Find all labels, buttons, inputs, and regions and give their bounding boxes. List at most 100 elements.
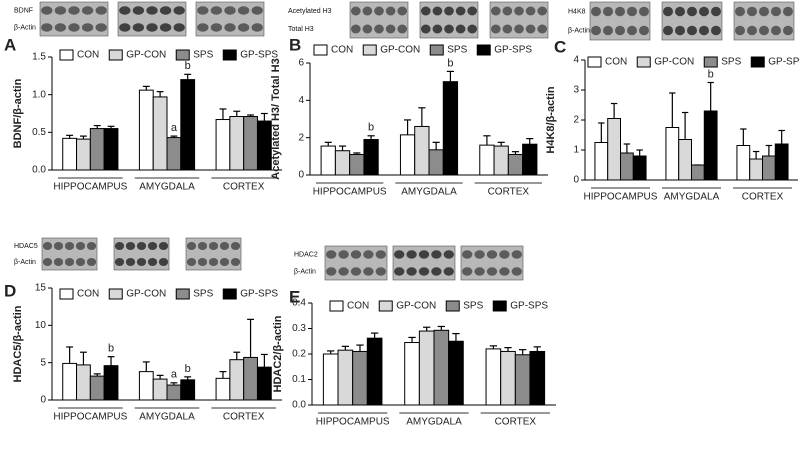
legend-label: SPS xyxy=(447,45,467,56)
annotation: b xyxy=(368,122,374,134)
bar xyxy=(166,137,182,171)
blot-band xyxy=(474,250,485,259)
blot-band xyxy=(224,6,236,15)
blot-band xyxy=(615,6,625,17)
legend-swatch xyxy=(59,288,74,300)
blot-band xyxy=(350,6,361,16)
annotation: b xyxy=(108,343,114,355)
legend-label: CON xyxy=(77,289,99,300)
blot-band xyxy=(663,6,673,17)
x-tick-label: AMYGDALA xyxy=(664,192,720,203)
legend-label: CON xyxy=(347,301,369,312)
blot-band xyxy=(420,6,431,16)
blot-band xyxy=(86,258,97,266)
blot-band xyxy=(350,24,361,34)
blot-band xyxy=(53,242,64,250)
annotation: b xyxy=(708,68,714,80)
bar xyxy=(522,143,538,176)
blot-band xyxy=(759,6,769,17)
blot-band xyxy=(237,23,250,32)
blot-band xyxy=(237,6,250,15)
blot-band xyxy=(219,242,230,250)
legend-swatch xyxy=(362,44,377,56)
blot-band xyxy=(119,23,131,32)
legend-swatch xyxy=(175,288,190,300)
bar xyxy=(76,364,91,401)
bar xyxy=(138,371,154,401)
blot-label: H4K8 xyxy=(568,8,586,15)
annotation: a xyxy=(171,122,178,134)
blot-band xyxy=(735,6,745,17)
blot-band xyxy=(499,250,510,259)
y-tick-label: 6 xyxy=(298,58,304,69)
blot-band xyxy=(514,6,524,16)
x-tick-label: CORTEX xyxy=(223,412,265,423)
y-tick-label: 1.5 xyxy=(32,52,46,63)
blot-band xyxy=(42,258,53,266)
blot-band xyxy=(474,267,485,276)
x-tick-label: CORTEX xyxy=(488,187,530,198)
blot-band xyxy=(514,24,524,34)
y-axis-label: Acetylated H3/ Total H3 xyxy=(270,58,282,179)
blot-band xyxy=(537,24,548,34)
blot-band xyxy=(735,25,745,36)
y-tick-label: 0.5 xyxy=(32,127,46,138)
x-tick-label: AMYGDALA xyxy=(139,412,195,423)
blot-band xyxy=(363,267,374,276)
blot-band xyxy=(747,6,757,17)
blot-band xyxy=(362,6,373,16)
bar xyxy=(138,89,154,171)
y-tick-label: 4 xyxy=(573,55,579,66)
blot-band xyxy=(591,6,601,17)
blot-label: Total H3 xyxy=(288,26,314,33)
blot-band xyxy=(687,25,697,36)
blot-band xyxy=(699,25,709,36)
blot-band xyxy=(350,267,362,276)
blot-band xyxy=(208,258,219,266)
blot-band xyxy=(418,267,430,276)
bar xyxy=(414,125,430,176)
legend-swatch xyxy=(329,300,344,312)
blot-band xyxy=(159,23,172,32)
y-tick-label: 0.1 xyxy=(292,374,306,385)
blot-band xyxy=(338,267,349,276)
blot-band xyxy=(326,250,337,259)
blot-band xyxy=(711,6,721,17)
blot-band xyxy=(603,6,613,17)
blot-band xyxy=(230,258,241,266)
blot-band xyxy=(406,250,417,259)
blot-band xyxy=(251,6,263,15)
legend-swatch xyxy=(175,49,190,61)
blot-band xyxy=(511,250,522,259)
x-tick-label: HIPPOCAMPUS xyxy=(53,182,127,193)
bar xyxy=(479,144,495,176)
bar xyxy=(334,150,351,176)
blot-band xyxy=(136,242,147,250)
blot-band xyxy=(432,6,443,16)
blot-band xyxy=(53,258,64,266)
legend-label: CON xyxy=(605,57,627,68)
y-axis-label: BDNF/β-actin xyxy=(12,78,24,148)
legend-label: GP-SPS xyxy=(240,50,278,61)
y-tick-label: 3 xyxy=(573,85,579,96)
blot-band xyxy=(455,24,466,34)
x-tick-label: CORTEX xyxy=(742,192,784,203)
bar xyxy=(152,378,168,401)
x-tick-label: AMYGDALA xyxy=(401,187,457,198)
blot-band xyxy=(443,250,454,259)
y-tick-label: 2 xyxy=(298,132,304,143)
y-tick-label: 0.4 xyxy=(292,298,306,309)
blot-label: Acetylated H3 xyxy=(288,8,332,15)
bar xyxy=(433,329,450,406)
legend-swatch xyxy=(313,44,328,56)
blot-band xyxy=(486,250,498,259)
legend-swatch xyxy=(587,56,602,68)
legend-label: GP-CON xyxy=(126,289,166,300)
blot-band xyxy=(375,250,386,259)
bar xyxy=(665,127,680,181)
bar xyxy=(418,330,435,406)
blot-band xyxy=(499,267,510,276)
blot-band xyxy=(627,25,637,36)
x-tick-label: AMYGDALA xyxy=(139,182,195,193)
blot-band xyxy=(41,6,53,15)
